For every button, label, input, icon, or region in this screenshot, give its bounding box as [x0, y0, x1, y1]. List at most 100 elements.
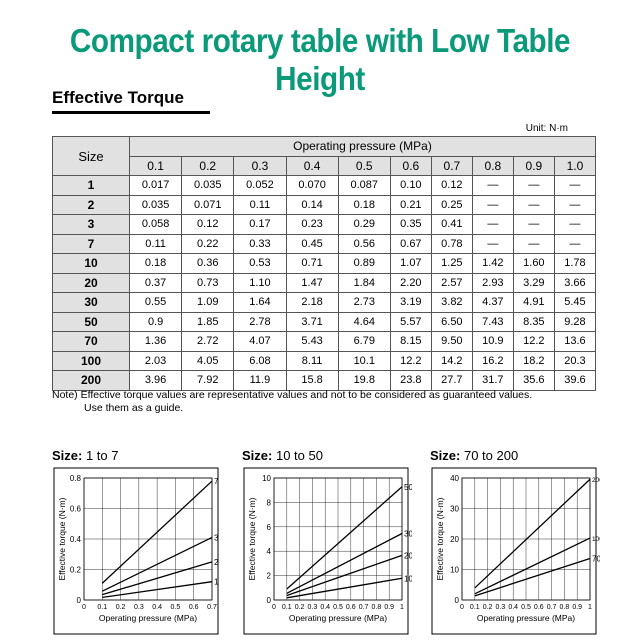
y-tick-label: 4 — [267, 547, 272, 556]
torque-cell: 0.89 — [337, 253, 391, 274]
chart-plot: 0 0.1 0.2 0.3 0.4 0.5 0.6 0.7 0 0.2 0.4 0.6 0.8 Opera… — [53, 467, 219, 635]
pressure-header-cell: 0.3 — [233, 155, 287, 176]
torque-cell: — — [553, 175, 597, 196]
table-row: 3 0.058 0.12 0.17 0.23 0.29 0.35 0.41— — — — [52, 214, 597, 235]
torque-cell: 1.36 — [128, 331, 183, 352]
series-line-size-20 — [286, 554, 403, 597]
series-line-size-10 — [286, 577, 403, 599]
x-tick-label: 0 — [460, 604, 464, 611]
torque-cell: 3.96 — [128, 370, 183, 391]
torque-cell: 0.37 — [128, 272, 183, 293]
torque-cell: 5.43 — [285, 331, 339, 352]
x-axis-label: Operating pressure (MPa) — [477, 613, 575, 623]
torque-cell: 0.67 — [389, 233, 432, 254]
torque-cell: 3.29 — [512, 272, 555, 293]
pressure-header-cell: 0.2 — [181, 155, 235, 176]
y-axis-label: Effective torque (N·m) — [57, 497, 67, 580]
series-line-size-50 — [286, 486, 403, 590]
size-cell: 20 — [52, 272, 130, 293]
torque-cell: 15.8 — [285, 370, 339, 391]
x-tick-label: 0.5 — [333, 604, 343, 611]
torque-cell: 2.18 — [285, 292, 339, 313]
torque-cell: — — [471, 194, 514, 215]
pressure-header-cell: 1.0 — [553, 155, 597, 176]
series-line-size-1 — [102, 581, 213, 599]
table-row: 70 1.36 2.72 4.07 5.43 6.79 8.15 9.50 10.9 12.2 13… — [52, 331, 597, 352]
table-body: 1 0.017 0.035 0.052 0.070 0.087 0.10 0.12— — —2 0.… — [52, 175, 597, 391]
torque-cell: 2.78 — [233, 311, 287, 332]
plot-area — [83, 477, 213, 601]
torque-cell: — — [553, 214, 597, 235]
y-tick-label: 8 — [267, 498, 272, 507]
y-tick-label: 0 — [455, 596, 460, 605]
y-tick-label: 40 — [450, 474, 459, 483]
torque-cell: 6.50 — [430, 311, 473, 332]
y-tick-label: 6 — [267, 523, 272, 532]
table-row: 30 0.55 1.09 1.64 2.18 2.73 3.19 3.82 4.37 4.91 5.… — [52, 292, 597, 313]
torque-cell: 2.72 — [181, 331, 235, 352]
torque-cell: 8.15 — [389, 331, 432, 352]
torque-cell: 0.41 — [430, 214, 473, 235]
unit-label: Unit: N·m — [525, 123, 568, 134]
table-row: 2 0.035 0.071 0.11 0.14 0.18 0.21 0.25— — — — [52, 194, 597, 215]
torque-cell: 9.50 — [430, 331, 473, 352]
size-column-header: Size — [52, 136, 130, 176]
x-tick-label: 0.4 — [320, 604, 330, 611]
torque-cell: 0.017 — [128, 175, 183, 196]
torque-cell: 0.12 — [181, 214, 235, 235]
torque-cell: — — [553, 194, 597, 215]
chart-frame — [53, 467, 219, 635]
y-tick-label: 0.4 — [70, 535, 82, 544]
torque-cell: 0.73 — [181, 272, 235, 293]
chart-title-range: 1 to 7 — [85, 448, 119, 463]
size-cell: 100 — [52, 350, 130, 371]
torque-cell: 5.45 — [553, 292, 597, 313]
torque-cell: — — [471, 175, 514, 196]
torque-cell: — — [512, 233, 555, 254]
torque-cell: 2.20 — [389, 272, 432, 293]
x-tick-label: 0.9 — [384, 604, 394, 611]
chart-title-range: 70 to 200 — [463, 448, 519, 463]
size-cell: 10 — [52, 253, 130, 274]
torque-cell: 1.64 — [233, 292, 287, 313]
size-cell: 50 — [52, 311, 130, 332]
y-tick-label: 2 — [267, 572, 272, 581]
x-tick-label: 0.6 — [346, 604, 356, 611]
torque-cell: 0.23 — [285, 214, 339, 235]
torque-cell: 0.058 — [128, 214, 183, 235]
pressure-group-header: Operating pressure (MPa) — [129, 136, 596, 157]
torque-cell: 3.19 — [389, 292, 432, 313]
x-tick-label: 0.4 — [152, 604, 162, 611]
size-cell: 30 — [52, 292, 130, 313]
torque-cell: 1.25 — [430, 253, 473, 274]
x-tick-label: 0.4 — [508, 604, 518, 611]
torque-cell: 31.7 — [471, 370, 514, 391]
chart-title-prefix: Size: — [242, 448, 273, 463]
plot-area — [273, 477, 403, 601]
size-cell: 1 — [52, 175, 130, 196]
table-row: 200 3.96 7.92 11.9 15.8 19.8 23.8 27.7 31.7 35.6 3… — [52, 370, 597, 391]
chart-title: Size: 10 to 50 — [242, 448, 323, 463]
torque-cell: 1.47 — [285, 272, 339, 293]
note-line-1: Note) Effective torque values are repres… — [52, 389, 533, 401]
x-tick-label: 0.3 — [496, 604, 506, 611]
y-tick-label: 30 — [450, 505, 459, 514]
torque-cell: 0.21 — [389, 194, 432, 215]
torque-cell: 0.45 — [285, 233, 339, 254]
y-tick-label: 20 — [450, 535, 459, 544]
torque-cell: 0.035 — [128, 194, 183, 215]
torque-cell: 0.25 — [430, 194, 473, 215]
pressure-header-cell: 0.6 — [389, 155, 432, 176]
torque-cell: 0.9 — [128, 311, 183, 332]
series-line-size-30 — [286, 532, 403, 594]
torque-cell: 0.17 — [233, 214, 287, 235]
x-tick-label: 0.1 — [282, 604, 292, 611]
series-line-size-200 — [474, 478, 591, 589]
torque-cell: 1.07 — [389, 253, 432, 274]
torque-cell: 4.64 — [337, 311, 391, 332]
chart-plot: 0 0.1 0.2 0.3 0.4 0.5 0.6 0.7 0.8 0.9 1010203040Op… — [431, 467, 600, 635]
torque-cell: 8.35 — [512, 311, 555, 332]
torque-cell: 12.2 — [389, 350, 432, 371]
series-label-size-10: 10 — [404, 574, 412, 583]
torque-cell: 1.09 — [181, 292, 235, 313]
